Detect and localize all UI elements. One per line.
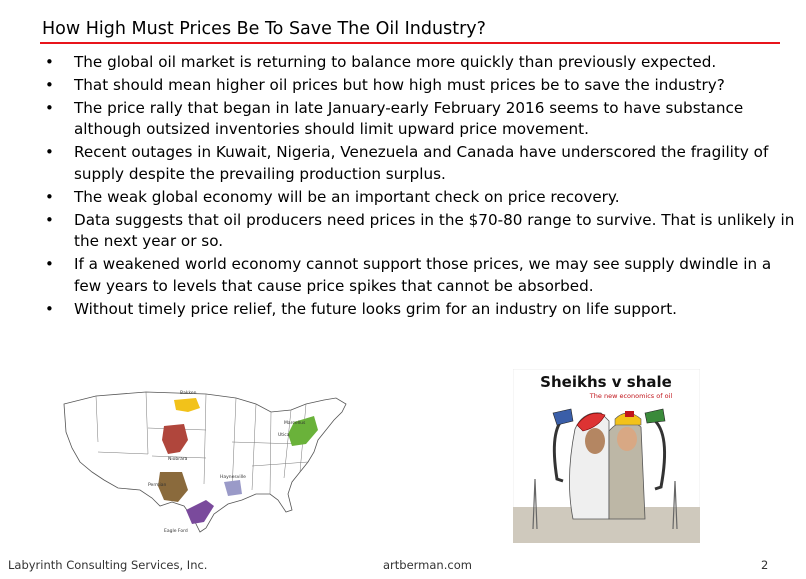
map-label: Eagle Ford: [164, 528, 188, 534]
bullet-dot: •: [45, 299, 54, 318]
bullet-text: Without timely price relief, the future …: [74, 299, 677, 318]
bullet-dot: •: [45, 75, 54, 94]
cover-illustration: [513, 408, 700, 543]
shale-play-regions: [158, 398, 318, 524]
footer-site: artberman.com: [383, 558, 472, 572]
footer-company: Labyrinth Consulting Services, Inc.: [8, 558, 208, 572]
bullet-item: • The global oil market is returning to b…: [40, 52, 800, 74]
map-label: Permian: [148, 482, 166, 488]
bullet-item: • The price rally that began in late Janu…: [40, 98, 800, 142]
cover-headline: Sheikhs v shale: [540, 373, 672, 391]
bullet-text: Recent outages in Kuwait, Nigeria, Venez…: [74, 143, 769, 183]
bullet-text: The weak global economy will be an impor…: [74, 187, 620, 206]
haynesville-region: [224, 480, 242, 496]
bullet-item: • Without timely price relief, the future…: [40, 299, 800, 321]
bullet-dot: •: [45, 210, 54, 229]
bullet-item: • If a weakened world economy cannot supp…: [40, 254, 800, 298]
bullet-item: • That should mean higher oil prices but …: [40, 75, 800, 97]
us-shale-map: Bakken Niobrara Permian Eagle Ford Hayne…: [63, 390, 347, 534]
footer-page-number: 2: [761, 558, 769, 572]
eagle-ford-region: [186, 500, 214, 524]
bullet-dot: •: [45, 143, 54, 162]
title-underline: [40, 42, 780, 44]
bullet-text: If a weakened world economy cannot suppo…: [74, 255, 772, 295]
bullet-item: • Data suggests that oil producers need p…: [40, 210, 800, 254]
bullet-dot: •: [45, 255, 54, 274]
bullet-dot: •: [45, 98, 54, 117]
map-label: Niobrara: [168, 456, 188, 462]
niobrara-region: [162, 424, 188, 454]
bullet-text: The global oil market is returning to ba…: [74, 53, 717, 71]
map-label: Haynesville: [220, 474, 246, 480]
map-label: Marcellus: [284, 420, 306, 426]
cover-subhead: The new economics of oil: [589, 392, 673, 400]
bullet-text: Data suggests that oil producers need pr…: [74, 210, 795, 251]
marcellus-region: [288, 416, 318, 446]
sheikhs-v-shale-cover: Sheikhs v shale The new economics of oil: [513, 369, 700, 543]
permian-region: [158, 472, 188, 502]
map-label: Utica: [278, 432, 290, 438]
bullet-list: • The global oil market is returning to b…: [40, 52, 800, 322]
bullet-item: • Recent outages in Kuwait, Nigeria, Vene…: [40, 142, 800, 186]
bullet-dot: •: [45, 187, 54, 206]
bullet-item: • The weak global economy will be an impo…: [40, 187, 800, 209]
bakken-region: [174, 398, 200, 412]
bullet-text: The price rally that began in late Janua…: [74, 98, 744, 139]
bullet-text: That should mean higher oil prices but h…: [74, 75, 725, 94]
slide-title: How High Must Prices Be To Save The Oil …: [42, 19, 486, 39]
bullet-dot: •: [45, 53, 54, 71]
us-outline: [63, 391, 347, 533]
map-label: Bakken: [180, 390, 197, 396]
